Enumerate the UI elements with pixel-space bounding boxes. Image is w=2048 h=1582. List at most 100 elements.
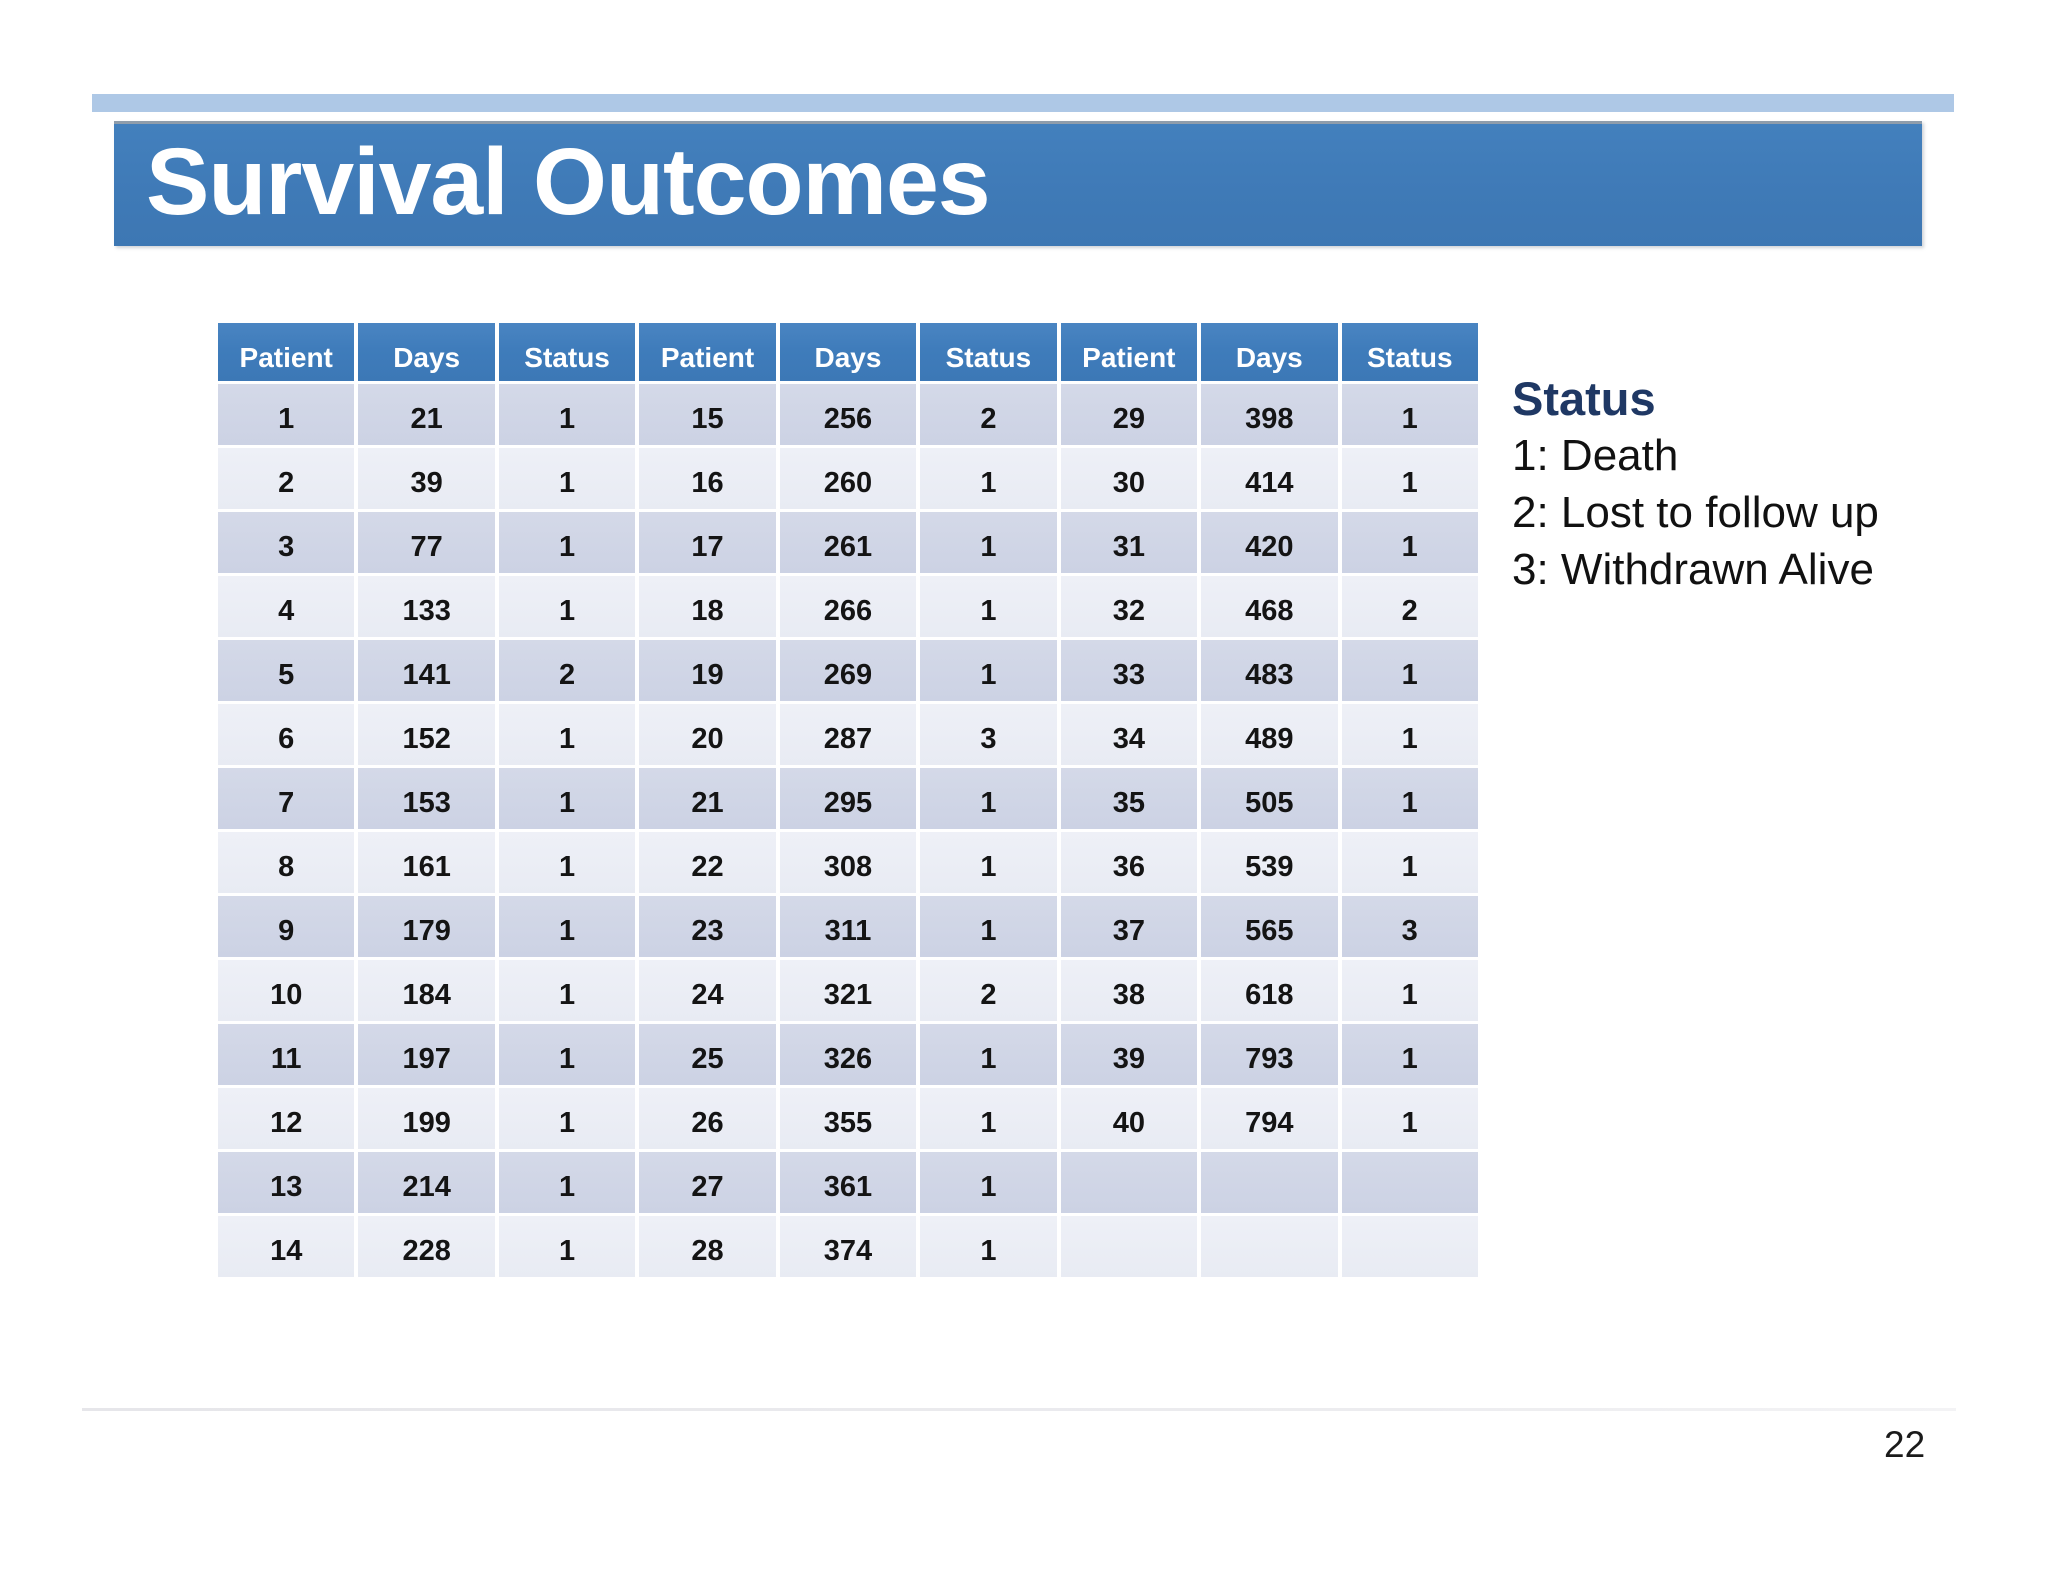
table-cell: 361 xyxy=(779,1152,917,1213)
table-row: 7 153 1 21 295 1 35 505 1 xyxy=(218,768,1478,829)
page-number: 22 xyxy=(1884,1424,1926,1465)
table-row: 5 141 2 19 269 1 33 483 1 xyxy=(218,640,1478,701)
table-cell: 1 xyxy=(920,1024,1057,1085)
table-cell: 355 xyxy=(779,1088,917,1149)
table-cell: 34 xyxy=(1060,704,1198,765)
table-cell: 23 xyxy=(639,896,776,957)
column-header-patient: Patient xyxy=(1060,323,1198,381)
table-cell xyxy=(1060,1216,1198,1277)
table-cell: 21 xyxy=(358,384,495,445)
table-cell: 133 xyxy=(358,576,495,637)
survival-outcomes-table: Patient Days Status Patient Days Status Patien… xyxy=(214,320,1482,1280)
table-cell: 1 xyxy=(1341,832,1478,893)
table-cell: 11 xyxy=(218,1024,355,1085)
table-cell: 618 xyxy=(1201,960,1338,1021)
table-cell xyxy=(1201,1216,1338,1277)
table-cell: 35 xyxy=(1060,768,1198,829)
table-row: 13 214 1 27 361 1 xyxy=(218,1152,1478,1213)
table-cell: 1 xyxy=(1341,960,1478,1021)
legend-title: Status xyxy=(1512,372,1656,425)
table-cell: 22 xyxy=(639,832,776,893)
table-cell: 14 xyxy=(218,1216,355,1277)
table-cell: 1 xyxy=(1341,768,1478,829)
table-cell: 197 xyxy=(358,1024,495,1085)
table-cell: 1 xyxy=(920,1152,1057,1213)
table-body: 1 21 1 15 256 2 29 398 1 2 39 1 16 260 1 30 414 1 3 77 1 17 26… xyxy=(218,384,1478,1277)
legend-item: 1: Death xyxy=(1512,431,1679,480)
table-cell: 10 xyxy=(218,960,355,1021)
table-cell: 1 xyxy=(920,448,1057,509)
table-cell: 398 xyxy=(1201,384,1338,445)
table-cell: 3 xyxy=(1341,896,1478,957)
table-cell: 77 xyxy=(358,512,495,573)
table-cell: 1 xyxy=(218,384,355,445)
legend-items: 1: Death 2: Lost to follow up 3: Withdrawn… xyxy=(1512,427,1992,598)
column-header-status: Status xyxy=(498,323,636,381)
table-cell: 1 xyxy=(1341,448,1478,509)
table-cell: 1 xyxy=(920,768,1057,829)
table-row: 8 161 1 22 308 1 36 539 1 xyxy=(218,832,1478,893)
table-cell: 29 xyxy=(1060,384,1198,445)
table-cell: 1 xyxy=(498,576,636,637)
table-row: 9 179 1 23 311 1 37 565 3 xyxy=(218,896,1478,957)
column-header-days: Days xyxy=(358,323,495,381)
column-header-patient: Patient xyxy=(639,323,776,381)
table-cell: 228 xyxy=(358,1216,495,1277)
table-cell: 2 xyxy=(920,384,1057,445)
table-cell: 468 xyxy=(1201,576,1338,637)
table-cell: 15 xyxy=(639,384,776,445)
table-cell xyxy=(1341,1216,1478,1277)
table-cell: 1 xyxy=(1341,1088,1478,1149)
table-cell: 1 xyxy=(498,1088,636,1149)
table-cell: 153 xyxy=(358,768,495,829)
table-cell: 161 xyxy=(358,832,495,893)
table-cell: 26 xyxy=(639,1088,776,1149)
table-cell: 19 xyxy=(639,640,776,701)
table-cell: 179 xyxy=(358,896,495,957)
table-cell: 794 xyxy=(1201,1088,1338,1149)
table-cell: 214 xyxy=(358,1152,495,1213)
column-header-days: Days xyxy=(779,323,917,381)
table-cell: 37 xyxy=(1060,896,1198,957)
table-cell: 287 xyxy=(779,704,917,765)
table-cell: 311 xyxy=(779,896,917,957)
table-cell: 152 xyxy=(358,704,495,765)
table-cell: 1 xyxy=(920,1088,1057,1149)
table-cell: 21 xyxy=(639,768,776,829)
table-cell: 13 xyxy=(218,1152,355,1213)
column-header-days: Days xyxy=(1201,323,1338,381)
column-header-status: Status xyxy=(920,323,1057,381)
table-cell: 489 xyxy=(1201,704,1338,765)
table-cell: 260 xyxy=(779,448,917,509)
legend-item: 2: Lost to follow up xyxy=(1512,488,1879,537)
table-cell: 6 xyxy=(218,704,355,765)
legend-item: 3: Withdrawn Alive xyxy=(1512,545,1874,594)
table-cell: 7 xyxy=(218,768,355,829)
table-cell: 295 xyxy=(779,768,917,829)
table-cell: 25 xyxy=(639,1024,776,1085)
table-row: 4 133 1 18 266 1 32 468 2 xyxy=(218,576,1478,637)
table-cell: 1 xyxy=(1341,512,1478,573)
table-cell: 141 xyxy=(358,640,495,701)
table-cell: 483 xyxy=(1201,640,1338,701)
table-cell: 1 xyxy=(498,1024,636,1085)
table-cell: 38 xyxy=(1060,960,1198,1021)
table-cell: 30 xyxy=(1060,448,1198,509)
table-cell: 420 xyxy=(1201,512,1338,573)
table-cell: 2 xyxy=(1341,576,1478,637)
table-row: 10 184 1 24 321 2 38 618 1 xyxy=(218,960,1478,1021)
table-cell: 793 xyxy=(1201,1024,1338,1085)
table-cell: 374 xyxy=(779,1216,917,1277)
table-cell: 5 xyxy=(218,640,355,701)
table-cell: 1 xyxy=(498,384,636,445)
table-cell xyxy=(1201,1152,1338,1213)
table-cell: 32 xyxy=(1060,576,1198,637)
table-row: 2 39 1 16 260 1 30 414 1 xyxy=(218,448,1478,509)
table-cell: 3 xyxy=(218,512,355,573)
table-cell: 1 xyxy=(920,1216,1057,1277)
table-cell: 40 xyxy=(1060,1088,1198,1149)
table-cell: 1 xyxy=(498,1216,636,1277)
table-cell: 24 xyxy=(639,960,776,1021)
table-cell: 1 xyxy=(1341,704,1478,765)
table-cell: 1 xyxy=(920,640,1057,701)
